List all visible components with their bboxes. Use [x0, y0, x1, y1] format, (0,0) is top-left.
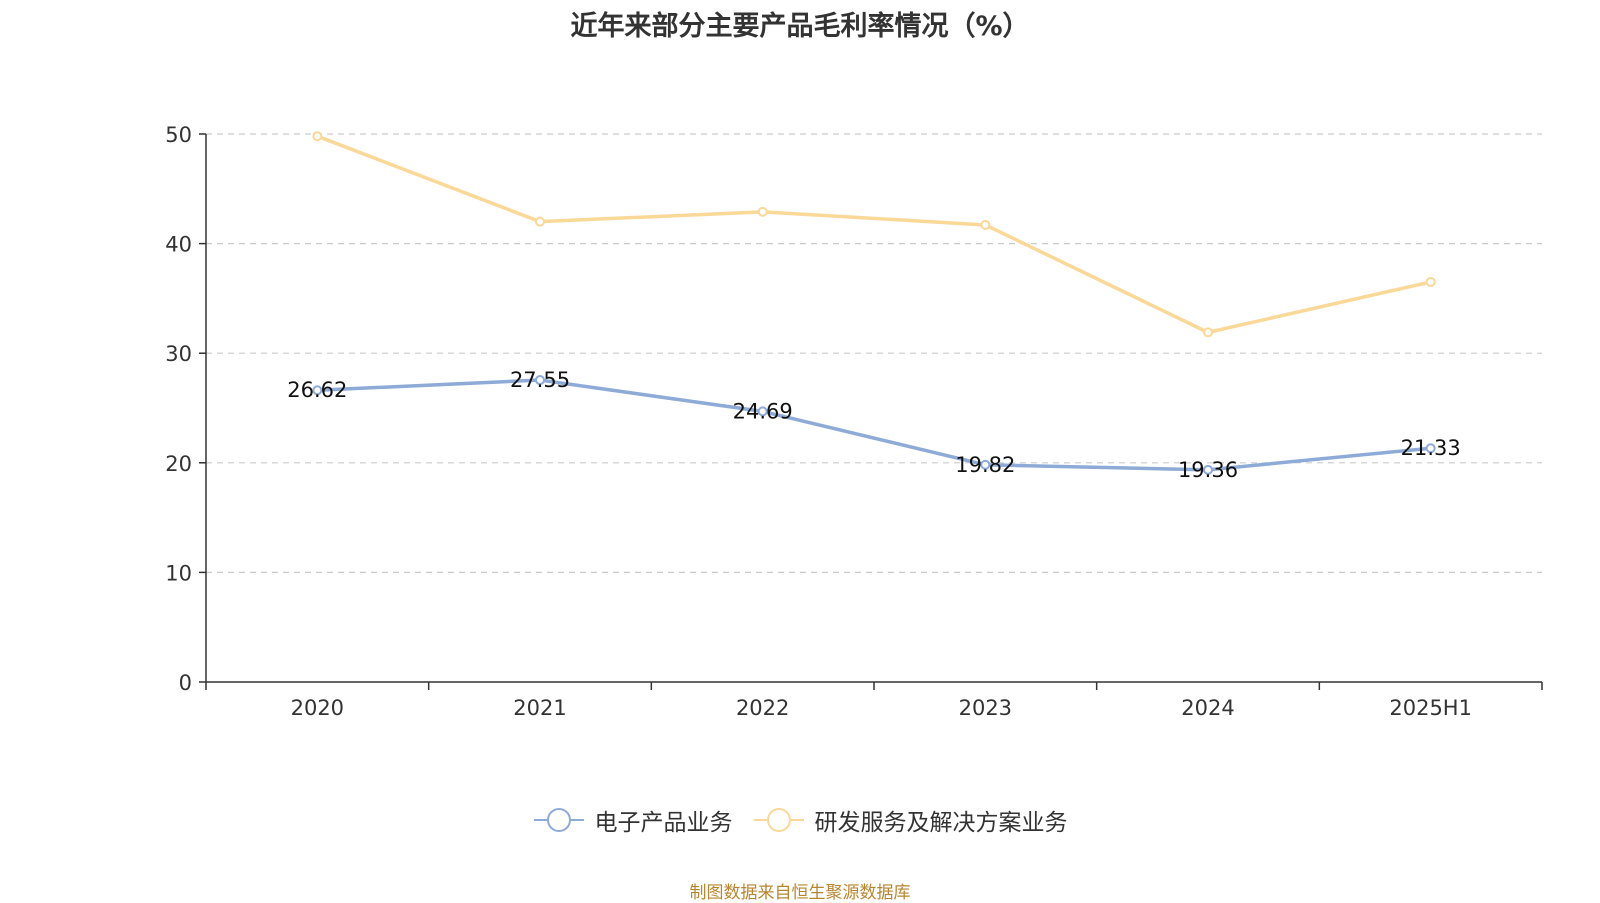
x-tick-label: 2021: [513, 696, 566, 720]
data-label: 19.36: [1178, 458, 1238, 482]
x-tick-label: 2023: [959, 696, 1012, 720]
data-point[interactable]: [980, 219, 991, 230]
data-point[interactable]: [1203, 327, 1213, 338]
legend: 电子产品业务 研发服务及解决方案业务: [0, 803, 1600, 837]
data-point[interactable]: [1425, 443, 1436, 454]
data-point[interactable]: [312, 131, 323, 142]
gridlines: [206, 133, 1542, 574]
legend-label-series-1: 电子产品业务: [594, 810, 733, 836]
y-tick-label: 0: [179, 671, 192, 695]
x-tick-label: 2022: [736, 696, 789, 720]
x-tick-label: 2020: [291, 696, 344, 720]
data-label: 24.69: [733, 399, 793, 423]
legend-item-series-1[interactable]: 电子产品业务: [533, 803, 733, 837]
chart-title: 近年来部分主要产品毛利率情况（%）: [570, 11, 1030, 42]
legend-label-series-2: 研发服务及解决方案业务: [814, 810, 1068, 836]
x-tick-label: 2025H1: [1389, 696, 1472, 720]
legend-marker-series-2: [753, 808, 804, 832]
y-tick-label: 50: [165, 123, 192, 147]
axes: 0 10 20 30 40 50 2020 2021 2022 2023 2024 2025H1: [165, 123, 1543, 720]
source-note: 制图数据来自恒生聚源数据库: [689, 883, 911, 903]
series-line-1[interactable]: [317, 378, 1431, 472]
data-label: 27.55: [510, 368, 570, 392]
data-label: 19.82: [955, 453, 1015, 477]
x-tick-label: 2024: [1181, 696, 1234, 720]
y-tick-label: 40: [165, 233, 192, 257]
data-point[interactable]: [535, 375, 545, 386]
legend-item-series-2[interactable]: 研发服务及解决方案业务: [753, 803, 1068, 837]
series: [312, 131, 1436, 475]
legend-marker-series-1: [533, 808, 584, 832]
y-tick-label: 10: [165, 561, 192, 585]
y-tick-label: 30: [165, 342, 192, 366]
data-point[interactable]: [757, 406, 768, 417]
series-line-2[interactable]: [316, 134, 1432, 335]
data-point[interactable]: [1203, 464, 1213, 475]
data-point[interactable]: [757, 206, 768, 217]
data-point[interactable]: [535, 216, 545, 227]
data-point[interactable]: [1425, 276, 1436, 287]
data-label: 21.33: [1401, 436, 1461, 460]
data-labels: 26.62 27.55 24.69 19.82 19.36 21.33: [287, 368, 1460, 482]
data-point[interactable]: [312, 385, 323, 396]
y-tick-label: 20: [165, 452, 192, 476]
data-point[interactable]: [980, 459, 991, 470]
data-label: 26.62: [287, 378, 347, 402]
